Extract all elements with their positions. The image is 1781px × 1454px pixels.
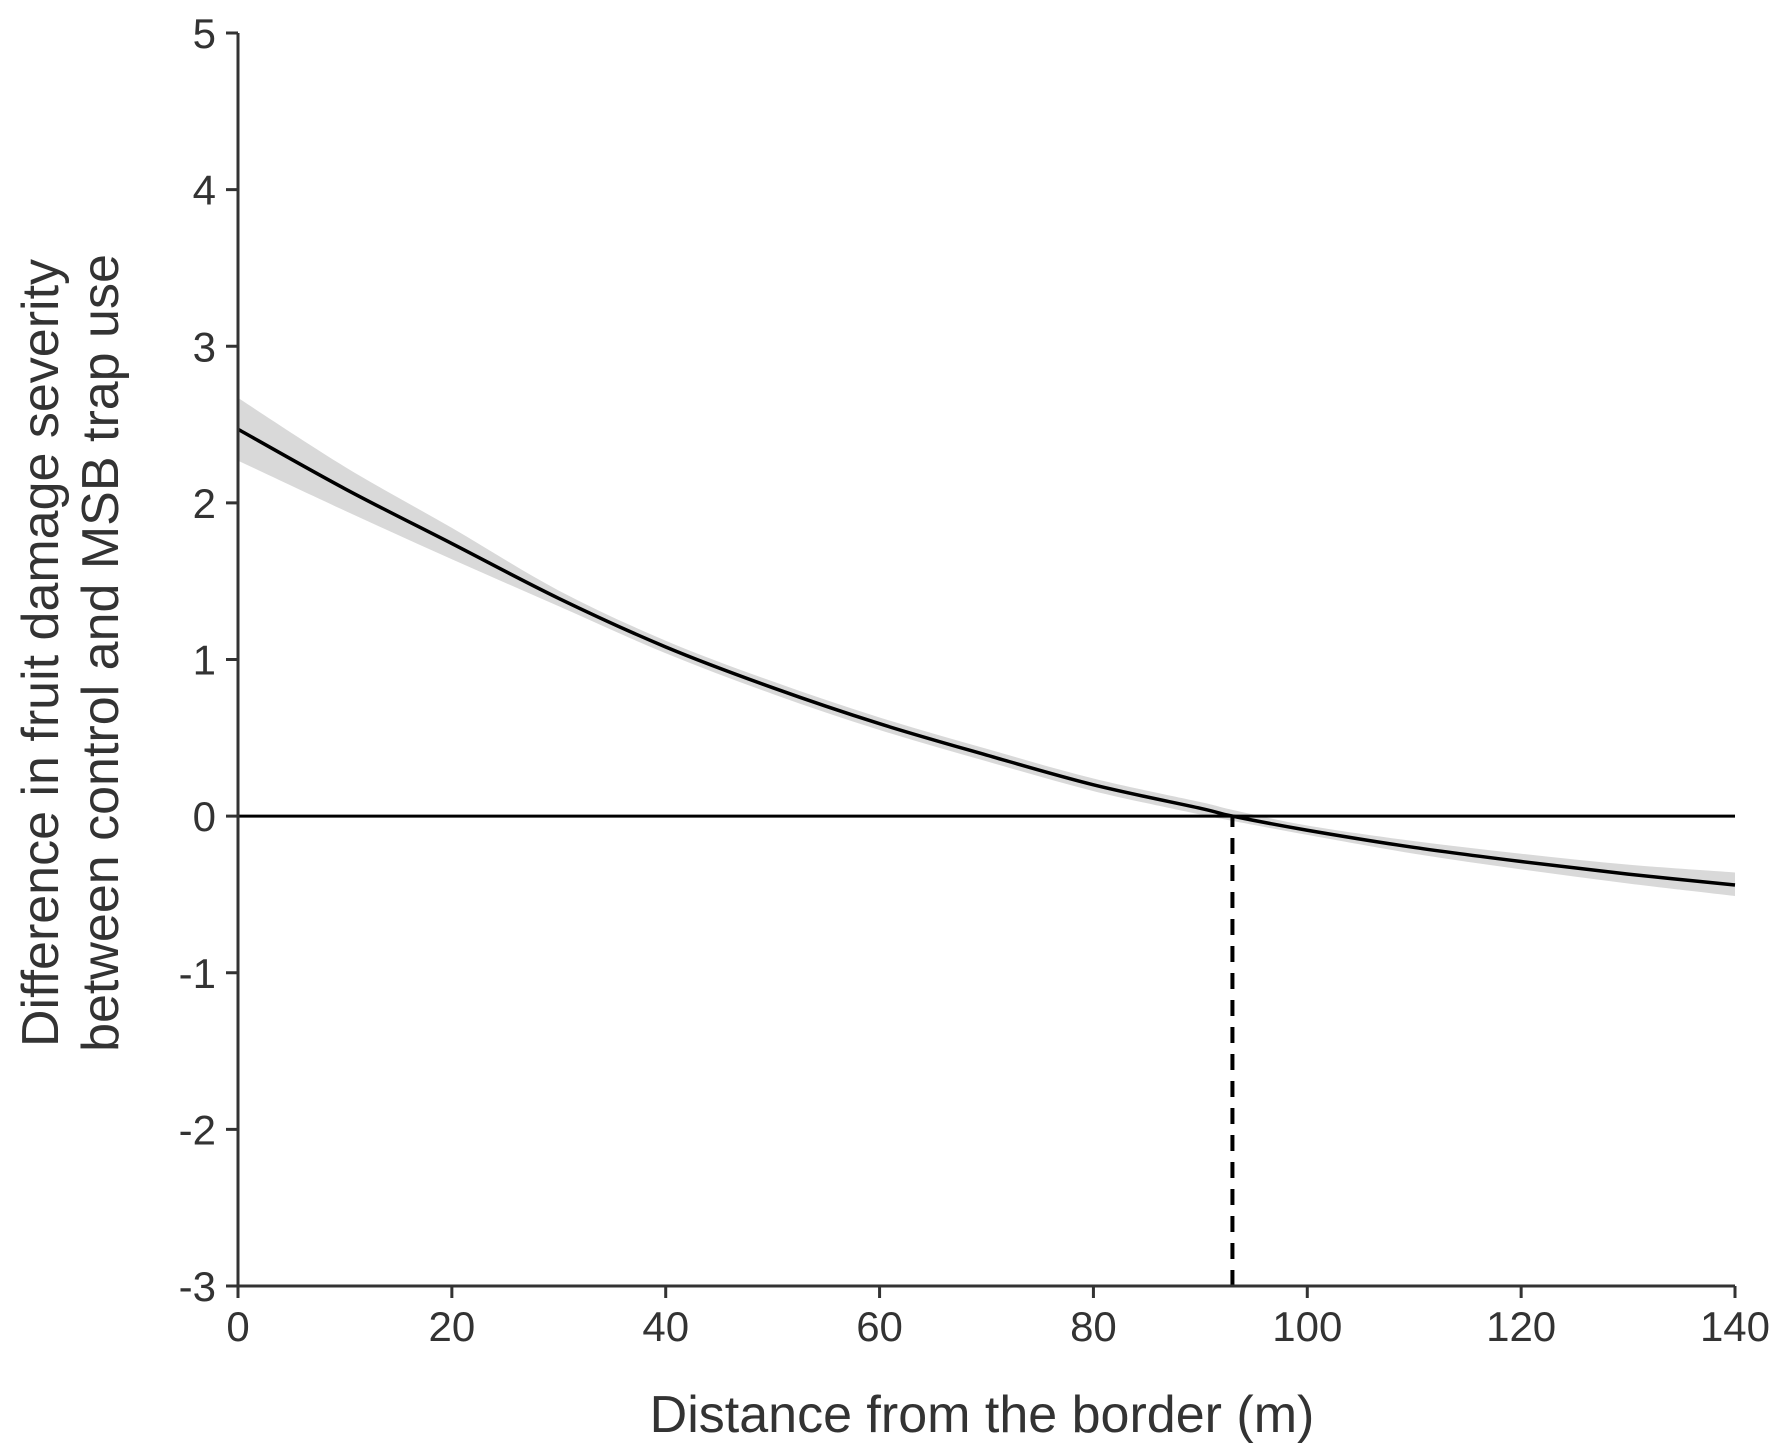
x-tick-label: 80 (1070, 1303, 1117, 1350)
y-tick-label: -2 (179, 1106, 216, 1153)
y-tick-label: 0 (193, 793, 216, 840)
y-tick-label: -1 (179, 950, 216, 997)
x-ticks: 0 20 40 60 80 100 120 140 (226, 1286, 1770, 1350)
confidence-band (238, 397, 1735, 897)
series-line (237, 427, 1736, 887)
x-tick-label: 60 (856, 1303, 903, 1350)
x-tick-label: 40 (642, 1303, 689, 1350)
x-tick-label: 20 (428, 1303, 475, 1350)
y-tick-label: 5 (193, 10, 216, 57)
y-tick-label: 1 (193, 637, 216, 684)
y-axis-title-line-1: Difference in fruit damage severity (12, 259, 70, 1047)
reference-line-layer (238, 814, 1735, 1286)
x-tick-label: 140 (1700, 1303, 1770, 1350)
axes-layer (236, 33, 1735, 1288)
series-line-layer (237, 427, 1736, 887)
y-tick-label: -3 (179, 1263, 216, 1310)
x-tick-label: 120 (1486, 1303, 1556, 1350)
y-tick-label: 3 (193, 323, 216, 370)
y-axis-title-line-2: between control and MSB trap use (72, 254, 130, 1052)
x-tick-label: 100 (1272, 1303, 1342, 1350)
confidence-band-layer (238, 397, 1735, 897)
y-tick-label: 4 (193, 167, 216, 214)
y-tick-label: 2 (193, 480, 216, 527)
y-ticks: -3 -2 -1 0 1 2 3 4 5 (179, 10, 238, 1310)
x-tick-label: 0 (226, 1303, 249, 1350)
x-axis-title: Distance from the border (m) (650, 1386, 1315, 1444)
